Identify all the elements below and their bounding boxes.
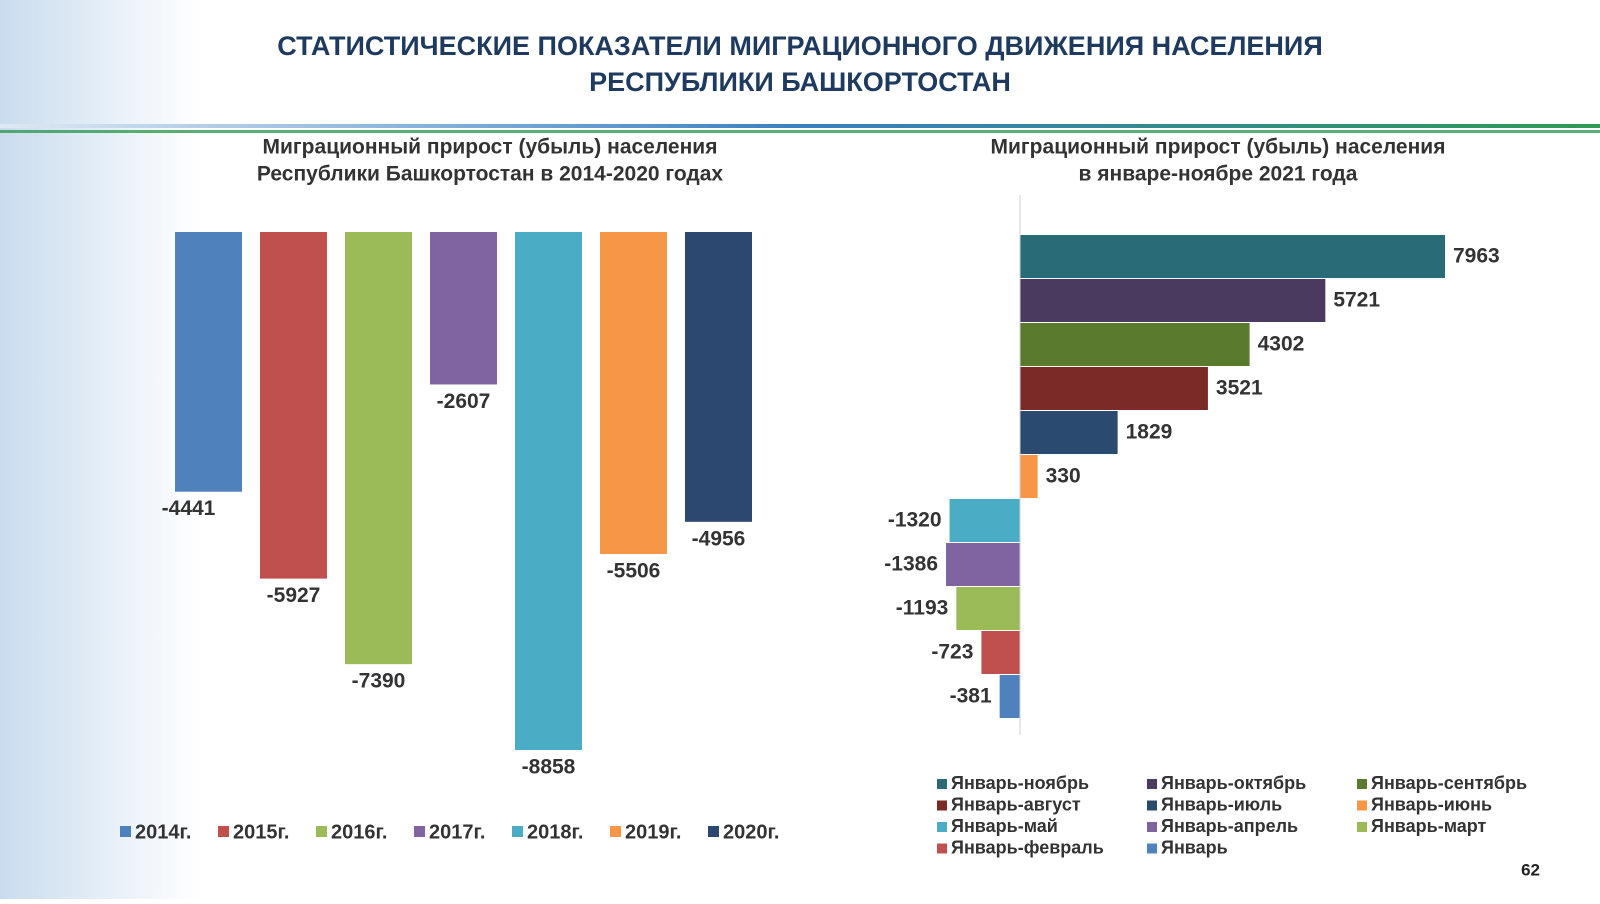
legend-label: 2016г.: [331, 821, 387, 843]
value-label: -1193: [896, 597, 949, 620]
value-label: 4302: [1258, 333, 1305, 356]
legend-swatch: [1147, 843, 1157, 854]
bar: [949, 499, 1020, 542]
legend-swatch: [1357, 800, 1367, 811]
legend-label: Январь: [1161, 837, 1228, 857]
legend-swatch: [1147, 822, 1157, 832]
slide-title: СТАТИСТИЧЕСКИЕ ПОКАЗАТЕЛИ МИГРАЦИОННОГО …: [277, 31, 1322, 61]
bar: [175, 232, 242, 492]
bar: [956, 587, 1020, 630]
value-label: -5506: [607, 560, 661, 583]
legend-label: Январь-июль: [1161, 794, 1282, 814]
legend-swatch: [1147, 800, 1157, 811]
value-label: -381: [950, 685, 992, 708]
value-label: -5927: [267, 584, 321, 607]
bar: [685, 232, 752, 522]
legend-label: Январь-май: [951, 816, 1058, 836]
legend-label: Январь-август: [951, 794, 1081, 814]
legend-swatch: [316, 826, 327, 837]
bar: [999, 675, 1020, 718]
value-label: 5721: [1333, 289, 1380, 312]
legend-swatch: [937, 822, 947, 832]
legend-swatch: [1357, 779, 1367, 789]
legend-swatch: [937, 779, 947, 789]
value-label: -1386: [884, 553, 938, 576]
legend-swatch: [218, 826, 229, 837]
legend-label: Январь-октябрь: [1161, 773, 1306, 793]
bar: [981, 631, 1020, 674]
legend-swatch: [1357, 822, 1367, 832]
legend-swatch: [512, 826, 523, 837]
bar: [1020, 455, 1038, 498]
legend-label: 2015г.: [233, 821, 289, 843]
legend-label: Январь-февраль: [951, 837, 1104, 857]
value-label: -723: [931, 641, 973, 664]
legend-label: 2020г.: [723, 821, 779, 843]
legend-swatch: [937, 800, 947, 811]
chart-title: Миграционный прирост (убыль) населения: [263, 136, 718, 159]
divider: [0, 130, 1600, 133]
legend-label: 2017г.: [429, 821, 485, 843]
legend-swatch: [1147, 779, 1157, 789]
bar: [1020, 411, 1118, 454]
bar: [345, 232, 412, 665]
legend-swatch: [937, 843, 947, 854]
legend-label: Январь-апрель: [1161, 816, 1298, 836]
chart-title: Миграционный прирост (убыль) населения: [991, 136, 1446, 159]
value-label: 1829: [1126, 421, 1173, 444]
value-label: -1320: [888, 509, 942, 532]
bar: [1020, 323, 1250, 366]
legend-label: Январь-ноябрь: [951, 773, 1089, 793]
bar: [1020, 367, 1208, 410]
legend-swatch: [610, 826, 621, 837]
bar: [260, 232, 327, 579]
bar: [600, 232, 667, 554]
bar: [1020, 279, 1326, 322]
chart-title: в январе-ноябре 2021 года: [1079, 163, 1358, 186]
bar: [515, 232, 582, 750]
legend-swatch: [414, 826, 425, 837]
divider: [0, 124, 1600, 128]
legend-swatch: [708, 826, 719, 837]
page-number: 62: [1521, 860, 1540, 879]
value-label: -7390: [352, 670, 406, 693]
value-label: -4956: [692, 527, 746, 550]
bar: [1020, 235, 1445, 278]
legend-label: 2014г.: [135, 821, 191, 843]
ornament: [0, 0, 200, 899]
value-label: 3521: [1216, 377, 1263, 400]
legend-label: Январь-март: [1371, 816, 1487, 836]
bar: [430, 232, 497, 385]
value-label: 330: [1046, 465, 1081, 488]
legend-label: Январь-июнь: [1371, 794, 1492, 814]
value-label: -8858: [522, 756, 576, 779]
value-label: -4441: [162, 497, 216, 520]
legend-label: 2018г.: [527, 821, 583, 843]
legend-label: 2019г.: [625, 821, 681, 843]
legend-swatch: [120, 826, 131, 837]
value-label: -2607: [437, 390, 491, 413]
legend-label: Январь-сентябрь: [1371, 773, 1527, 793]
slide-title: РЕСПУБЛИКИ БАШКОРТОСТАН: [589, 67, 1011, 97]
bar: [946, 543, 1020, 586]
value-label: 7963: [1453, 245, 1500, 268]
chart-title: Республики Башкортостан в 2014-2020 года…: [257, 163, 724, 186]
